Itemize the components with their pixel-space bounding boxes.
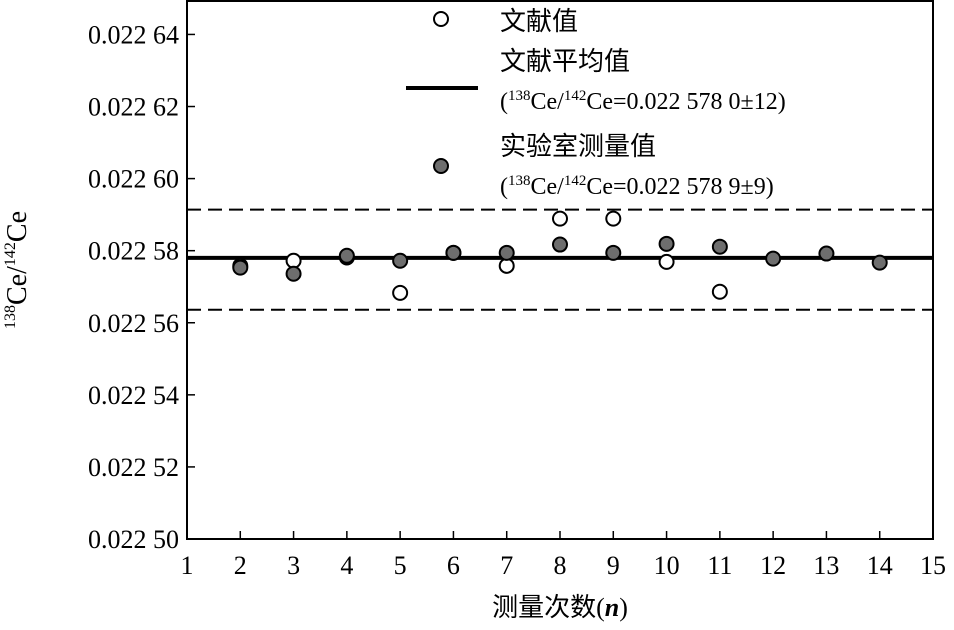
note-part: 142 xyxy=(564,88,587,104)
data-point xyxy=(711,238,728,255)
y-tick-label: 0.022 64 xyxy=(88,20,179,49)
data-point xyxy=(605,244,622,261)
data-point xyxy=(552,236,568,253)
x-tick-label: 10 xyxy=(654,551,680,580)
legend-note: (138Ce/142Ce=0.022 578 0±12) xyxy=(500,88,786,115)
legend-label: 文献值 xyxy=(500,7,578,36)
x-tick-label: 9 xyxy=(607,551,620,580)
x-tick-label: 4 xyxy=(340,551,353,580)
label-part: 138 xyxy=(2,305,19,329)
note-part: Ce=0.022 578 9±9) xyxy=(586,174,773,200)
y-tick-label: 0.022 58 xyxy=(88,237,179,266)
label-part: ) xyxy=(619,593,628,622)
data-point xyxy=(285,265,302,282)
data-point xyxy=(392,284,409,301)
label-part: 142 xyxy=(2,242,19,266)
x-tick-label: 1 xyxy=(181,551,194,580)
note-part: ( xyxy=(500,174,508,200)
data-point xyxy=(232,259,249,276)
label-part: Ce xyxy=(2,211,33,242)
data-point xyxy=(871,254,888,271)
data-point xyxy=(711,283,728,300)
x-tick-label: 6 xyxy=(447,551,460,580)
x-tick-label: 7 xyxy=(500,551,513,580)
data-point xyxy=(552,210,568,227)
plot-frame xyxy=(186,0,934,540)
legend-note: (138Ce/142Ce=0.022 578 9±9) xyxy=(500,173,774,200)
x-tick-label: 3 xyxy=(287,551,300,580)
x-tick-label: 12 xyxy=(760,551,786,580)
label-part: Ce/ xyxy=(2,266,33,305)
legend-label: 文献平均值 xyxy=(500,47,630,76)
y-tick-label: 0.022 56 xyxy=(88,309,179,338)
data-point xyxy=(658,253,675,270)
note-part: 142 xyxy=(564,173,587,189)
label-part: n xyxy=(605,593,619,622)
legend-marker xyxy=(433,11,449,27)
y-tick-label: 0.022 54 xyxy=(88,381,179,410)
data-point xyxy=(445,244,462,261)
x-tick-label: 2 xyxy=(234,551,247,580)
data-point xyxy=(605,210,622,227)
note-part: ( xyxy=(500,89,508,115)
y-tick-label: 0.022 52 xyxy=(88,453,179,482)
note-part: Ce=0.022 578 0±12) xyxy=(586,89,785,115)
data-point xyxy=(658,235,675,252)
note-part: Ce/ xyxy=(531,89,565,115)
y-axis-label: 138Ce/142Ce xyxy=(2,211,33,329)
label-part: 测量次数( xyxy=(492,593,605,622)
data-point xyxy=(765,250,782,267)
x-tick-label: 15 xyxy=(920,551,946,580)
y-tick-label: 0.022 62 xyxy=(88,93,179,122)
x-axis-label: 测量次数(n) xyxy=(492,593,628,622)
legend-marker xyxy=(433,158,449,174)
legend-label: 实验室测量值 xyxy=(500,132,656,161)
data-point xyxy=(498,257,515,274)
x-tick-label: 5 xyxy=(394,551,407,580)
data-point xyxy=(338,247,355,264)
x-tick-label: 11 xyxy=(707,551,732,580)
y-tick-label: 0.022 50 xyxy=(88,525,179,554)
note-part: 138 xyxy=(508,88,531,104)
x-tick-label: 8 xyxy=(554,551,567,580)
note-part: 138 xyxy=(508,173,531,189)
y-tick-label: 0.022 60 xyxy=(88,165,179,194)
data-point xyxy=(818,245,835,262)
data-point xyxy=(392,252,409,269)
x-tick-label: 13 xyxy=(813,551,839,580)
data-point xyxy=(498,244,515,261)
note-part: Ce/ xyxy=(531,174,565,200)
x-tick-label: 14 xyxy=(867,551,893,580)
data-point xyxy=(285,252,302,269)
